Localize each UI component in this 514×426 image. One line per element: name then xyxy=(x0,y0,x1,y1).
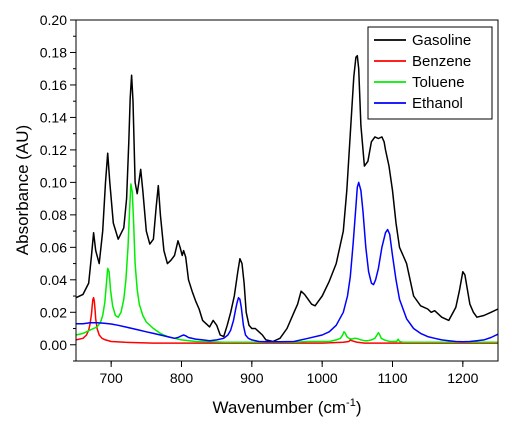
y-tick-label: 0.00 xyxy=(40,337,67,353)
x-tick-label: 700 xyxy=(99,370,123,386)
y-tick-label: 0.08 xyxy=(40,207,67,223)
legend-label-benzene: Benzene xyxy=(412,53,471,70)
y-tick-label: 0.20 xyxy=(40,12,67,28)
x-tick-label: 1100 xyxy=(377,370,407,386)
y-tick-label: 0.02 xyxy=(40,304,67,320)
x-axis-title: Wavenumber (cm-1) xyxy=(213,397,362,417)
y-tick-label: 0.16 xyxy=(40,77,67,93)
x-tick-label: 1200 xyxy=(447,370,478,386)
y-tick-label: 0.12 xyxy=(40,142,67,158)
y-tick-label: 0.10 xyxy=(40,174,67,190)
legend-label-ethanol: Ethanol xyxy=(412,95,463,112)
series-line-ethanol xyxy=(76,181,499,343)
y-tick-label: 0.14 xyxy=(40,109,67,125)
y-tick-label: 0.06 xyxy=(40,239,67,255)
x-tick-label: 1000 xyxy=(307,370,338,386)
plot-frame xyxy=(75,19,499,362)
y-tick-label: 0.18 xyxy=(40,44,67,60)
y-axis-title: Absorbance (AU) xyxy=(13,125,32,255)
series-line-gasoline xyxy=(75,54,499,343)
legend: Gasoline Benzene Toluene Ethanol xyxy=(367,26,493,120)
y-axis: 0.00 0.02 0.04 0.06 0.08 0.10 0.12 0.14 0.16 0.18… xyxy=(40,12,76,362)
x-axis: 700 800 900 1000 1100 1200 xyxy=(99,361,479,386)
series-layer xyxy=(75,54,499,344)
series-line-benzene xyxy=(75,296,498,344)
x-tick-label: 900 xyxy=(240,370,264,386)
x-tick-label: 800 xyxy=(170,370,194,386)
x-axis-title-superscript: -1 xyxy=(346,397,356,409)
legend-label-gasoline: Gasoline xyxy=(412,32,471,49)
y-tick-label: 0.04 xyxy=(40,272,67,288)
legend-label-toluene: Toluene xyxy=(412,74,465,91)
